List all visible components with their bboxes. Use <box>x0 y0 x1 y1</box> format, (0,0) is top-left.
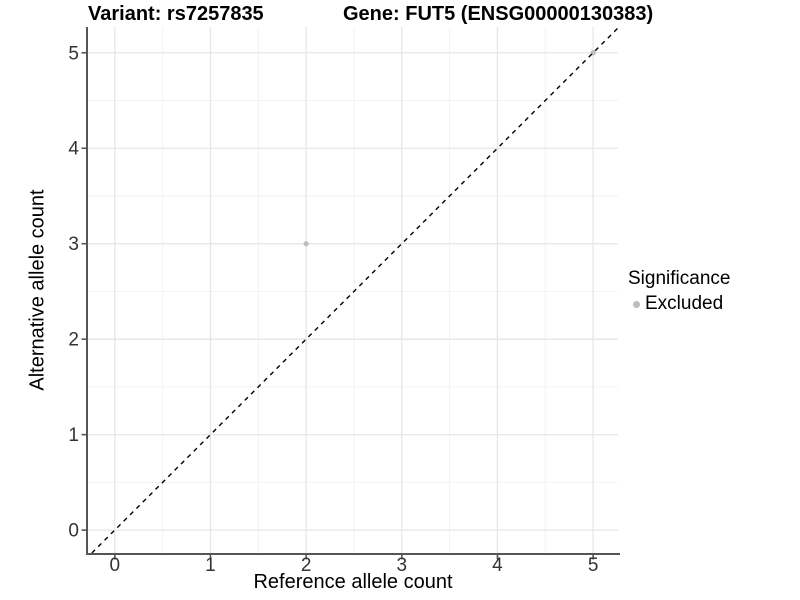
x-tick-label: 3 <box>397 555 408 576</box>
legend-item-label: Excluded <box>645 293 724 314</box>
y-tick-label: 2 <box>68 330 79 351</box>
y-tick-label: 0 <box>68 521 79 542</box>
legend-title: Significance <box>628 268 731 289</box>
x-tick-label: 2 <box>301 555 312 576</box>
y-tick-label: 5 <box>68 43 79 64</box>
legend: Significance Excluded <box>628 268 730 315</box>
x-axis-title: Reference allele count <box>253 571 453 593</box>
plot-title-variant: Variant: rs7257835 <box>88 3 264 25</box>
plot-title-gene: Gene: FUT5 (ENSG00000130383) <box>343 3 654 25</box>
y-tick-label: 4 <box>68 139 79 160</box>
x-tick-label: 5 <box>588 555 599 576</box>
x-tick-label: 4 <box>492 555 503 576</box>
x-tick-label: 0 <box>109 555 120 576</box>
data-point <box>303 241 309 247</box>
y-tick-label: 1 <box>68 425 79 446</box>
legend-item-excluded: Excluded <box>628 293 730 315</box>
y-tick-label: 3 <box>68 234 79 255</box>
legend-dot-icon <box>633 300 640 308</box>
identity-line <box>91 26 620 554</box>
y-axis-title: Alternative allele count <box>26 189 49 391</box>
x-tick-label: 1 <box>205 555 216 576</box>
